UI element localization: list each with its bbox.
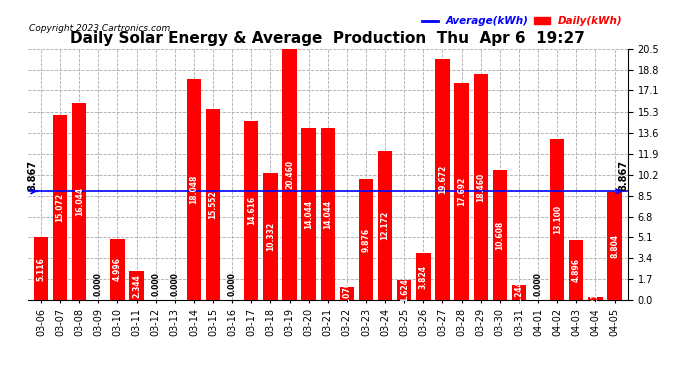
- Bar: [512, 285, 526, 300]
- Bar: [589, 297, 602, 300]
- Text: 8.867: 8.867: [28, 160, 37, 191]
- Bar: [397, 280, 411, 300]
- Bar: [130, 271, 144, 300]
- Text: 10.332: 10.332: [266, 222, 275, 251]
- Text: 0.212: 0.212: [591, 287, 600, 310]
- Bar: [282, 49, 297, 300]
- Text: 20.460: 20.460: [285, 160, 294, 189]
- Text: Copyright 2023 Cartronics.com: Copyright 2023 Cartronics.com: [28, 24, 170, 33]
- Text: 4.996: 4.996: [113, 258, 122, 281]
- Text: 8.804: 8.804: [610, 234, 619, 258]
- Bar: [607, 192, 622, 300]
- Text: 1.076: 1.076: [342, 281, 351, 305]
- Legend: Average(kWh), Daily(kWh): Average(kWh), Daily(kWh): [422, 16, 622, 26]
- Bar: [339, 287, 354, 300]
- Text: 0.000: 0.000: [170, 273, 179, 296]
- Text: 8.867: 8.867: [618, 160, 628, 191]
- Text: 4.896: 4.896: [572, 258, 581, 282]
- Bar: [321, 128, 335, 300]
- Bar: [34, 237, 48, 300]
- Bar: [206, 110, 220, 300]
- Text: 3.824: 3.824: [419, 265, 428, 289]
- Text: 15.072: 15.072: [56, 193, 65, 222]
- Text: 9.876: 9.876: [362, 227, 371, 252]
- Bar: [550, 140, 564, 300]
- Bar: [473, 74, 488, 300]
- Bar: [359, 179, 373, 300]
- Text: 19.672: 19.672: [438, 165, 447, 194]
- Text: 0.000: 0.000: [151, 273, 160, 296]
- Text: 5.116: 5.116: [37, 257, 46, 280]
- Text: 14.044: 14.044: [304, 200, 313, 228]
- Text: 10.608: 10.608: [495, 220, 504, 250]
- Text: 2.344: 2.344: [132, 274, 141, 298]
- Bar: [244, 121, 259, 300]
- Text: 14.044: 14.044: [323, 200, 333, 228]
- Bar: [493, 170, 507, 300]
- Text: 16.044: 16.044: [75, 187, 83, 216]
- Bar: [302, 128, 316, 300]
- Text: 0.000: 0.000: [533, 273, 542, 296]
- Bar: [110, 239, 125, 300]
- Bar: [72, 104, 86, 300]
- Text: 18.460: 18.460: [476, 172, 485, 201]
- Text: 0.000: 0.000: [94, 273, 103, 296]
- Title: Daily Solar Energy & Average  Production  Thu  Apr 6  19:27: Daily Solar Energy & Average Production …: [70, 31, 585, 46]
- Bar: [569, 240, 584, 300]
- Text: 12.172: 12.172: [381, 211, 390, 240]
- Bar: [378, 151, 393, 300]
- Bar: [187, 79, 201, 300]
- Bar: [263, 173, 277, 300]
- Text: 13.100: 13.100: [553, 205, 562, 234]
- Text: 1.244: 1.244: [515, 280, 524, 304]
- Text: 1.624: 1.624: [400, 278, 408, 302]
- Text: 0.000: 0.000: [228, 273, 237, 296]
- Text: 18.048: 18.048: [190, 175, 199, 204]
- Bar: [53, 115, 67, 300]
- Text: 15.552: 15.552: [208, 190, 217, 219]
- Text: 14.616: 14.616: [247, 196, 256, 225]
- Text: 17.692: 17.692: [457, 177, 466, 206]
- Bar: [435, 59, 450, 300]
- Bar: [416, 253, 431, 300]
- Bar: [455, 83, 469, 300]
